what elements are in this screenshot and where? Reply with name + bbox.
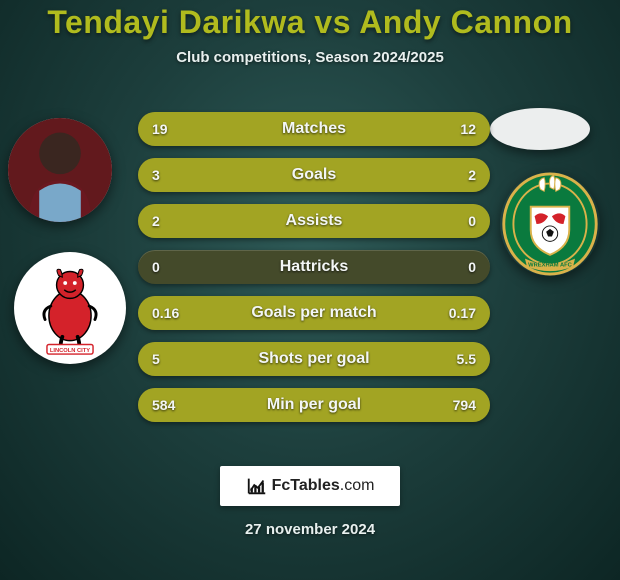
stat-row: 584 Min per goal 794	[138, 388, 490, 422]
stat-row: 5 Shots per goal 5.5	[138, 342, 490, 376]
stat-row: 0 Hattricks 0	[138, 250, 490, 284]
stat-value-right: 0	[468, 213, 476, 229]
svg-text:WREXHAM AFC: WREXHAM AFC	[528, 262, 572, 268]
stat-value-left: 19	[152, 121, 168, 137]
stat-value-left: 5	[152, 351, 160, 367]
content-root: Tendayi Darikwa vs Andy Cannon Club comp…	[0, 0, 620, 580]
page-title: Tendayi Darikwa vs Andy Cannon	[47, 4, 572, 41]
brand-badge: FcTables.com	[220, 466, 400, 506]
brand-suffix: .com	[340, 477, 375, 494]
stat-label: Hattricks	[280, 258, 348, 276]
stat-value-left: 0.16	[152, 305, 179, 321]
stat-value-left: 2	[152, 213, 160, 229]
lincoln-city-crest-icon: LINCOLN CITY	[22, 260, 118, 356]
stat-label: Min per goal	[267, 396, 361, 414]
stat-value-right: 5.5	[457, 351, 476, 367]
stat-value-right: 12	[460, 121, 476, 137]
player-left-avatar	[8, 118, 112, 222]
date-caption: 27 november 2024	[245, 521, 375, 538]
main-area: LINCOLN CITY	[0, 92, 620, 580]
wrexham-crest-icon: WREXHAM AFC	[500, 172, 600, 276]
player-left-club-crest: LINCOLN CITY	[14, 252, 126, 364]
stat-row: 3 Goals 2	[138, 158, 490, 192]
stat-row: 19 Matches 12	[138, 112, 490, 146]
brand-name: FcTables	[272, 477, 340, 494]
brand-text: FcTables.com	[272, 477, 375, 495]
stat-value-right: 2	[468, 167, 476, 183]
stat-label: Goals	[292, 166, 336, 184]
stat-value-right: 0.17	[449, 305, 476, 321]
stat-label: Shots per goal	[258, 350, 369, 368]
avatar-placeholder-icon	[8, 118, 112, 222]
stat-label: Goals per match	[251, 304, 376, 322]
stat-value-left: 584	[152, 397, 175, 413]
stat-value-right: 794	[453, 397, 476, 413]
stat-bars: 19 Matches 12 3 Goals 2 2 Assists 0 0 Hattricks 0 0.…	[138, 112, 490, 422]
brand-chart-icon	[246, 475, 268, 497]
stat-row: 0.16 Goals per match 0.17	[138, 296, 490, 330]
stat-label: Assists	[286, 212, 343, 230]
stat-value-left: 3	[152, 167, 160, 183]
player-right-avatar	[490, 108, 590, 150]
player-right-club-crest: WREXHAM AFC	[500, 172, 600, 276]
stat-value-right: 0	[468, 259, 476, 275]
svg-text:LINCOLN CITY: LINCOLN CITY	[50, 348, 90, 354]
stat-row: 2 Assists 0	[138, 204, 490, 238]
stat-label: Matches	[282, 120, 346, 138]
page-subtitle: Club competitions, Season 2024/2025	[176, 49, 444, 66]
stat-value-left: 0	[152, 259, 160, 275]
